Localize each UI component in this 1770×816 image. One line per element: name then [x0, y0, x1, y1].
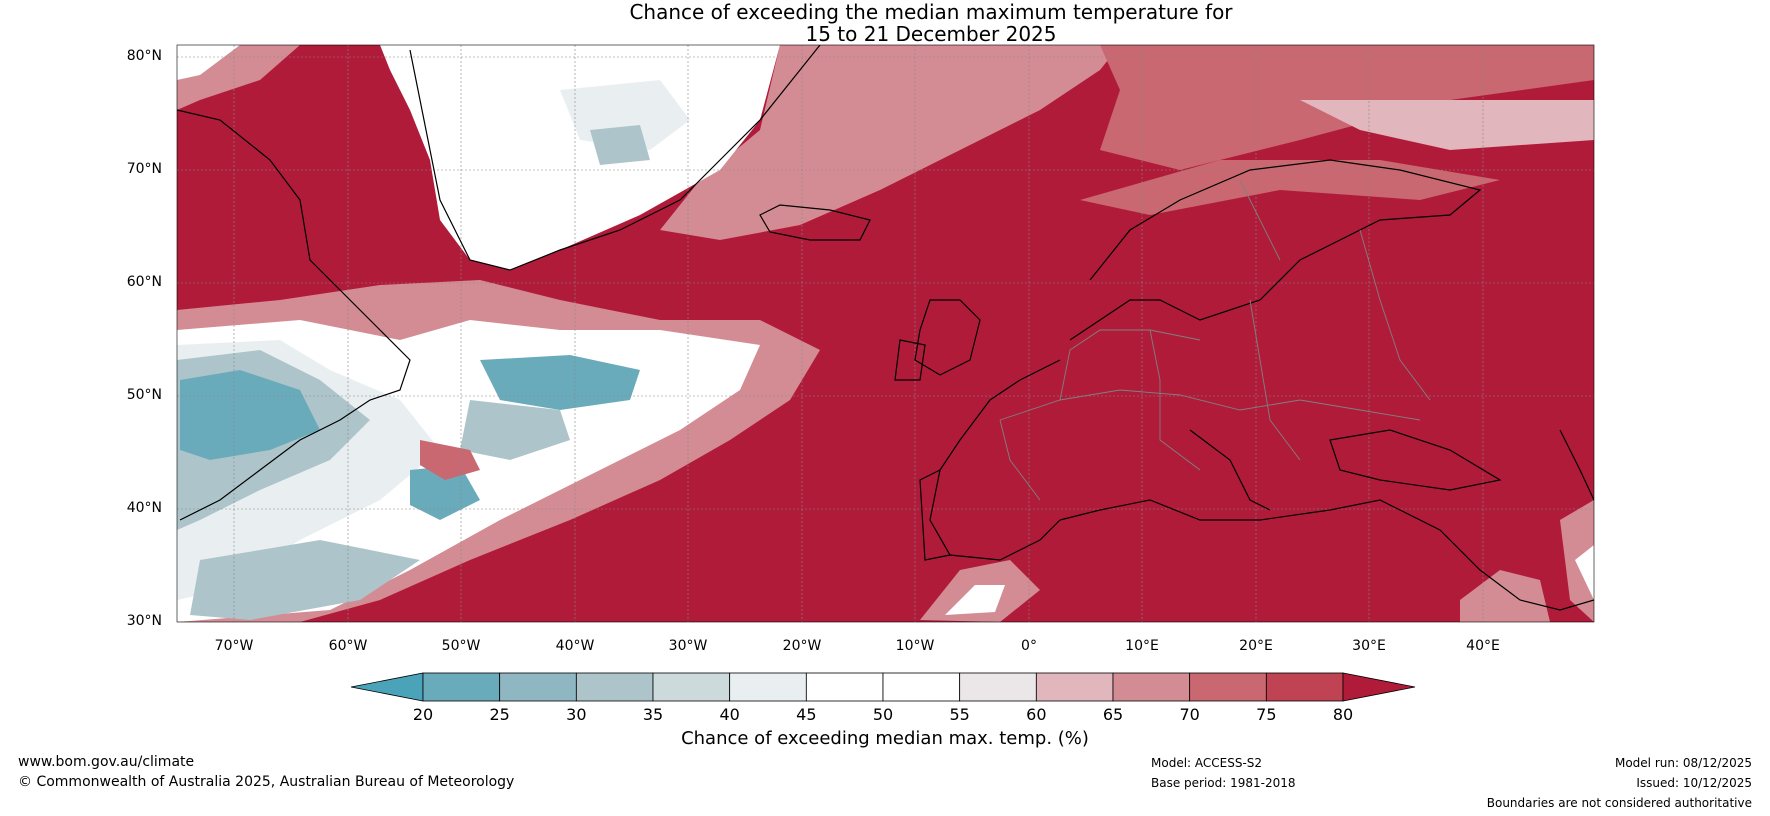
- footer-disclaimer: Boundaries are not considered authoritat…: [1486, 796, 1752, 810]
- north-africa-neutral: [945, 585, 1005, 615]
- atlantic-cool-5: [460, 400, 570, 460]
- arctic-pink-band: [660, 45, 1120, 240]
- colorbar-segment: [1265, 672, 1344, 702]
- graticule: [177, 45, 1594, 622]
- colorbar-tick-label: 30: [566, 705, 587, 724]
- footer-base-period: Base period: 1981-2018: [1151, 776, 1296, 790]
- colorbar-segment: [805, 672, 884, 702]
- scandinavia-pink: [1080, 160, 1500, 215]
- east-neutral: [1575, 545, 1594, 600]
- lat-label-30n: 30°N: [126, 613, 162, 629]
- footer-issued: Issued: 10/12/2025: [1636, 776, 1752, 790]
- country-borders: [999, 179, 1431, 501]
- atlantic-warm-intrusion: [420, 440, 480, 480]
- lat-label-80n: 80°N: [126, 48, 162, 64]
- colorbar: [350, 672, 1416, 702]
- colorbar-tick-label: 40: [719, 705, 740, 724]
- lon-label-70w: 70°W: [214, 638, 254, 654]
- lon-label-40w: 40°W: [555, 638, 595, 654]
- footer-website: www.bom.gov.au/climate: [18, 754, 195, 770]
- middle-east-pink: [1460, 570, 1550, 622]
- lon-label-0: 0°: [1021, 638, 1037, 654]
- colorbar-segment: [959, 672, 1037, 702]
- colorbar-tick-label: 60: [1026, 705, 1047, 724]
- colorbar-segment: [499, 672, 577, 702]
- colorbar-tick-label: 55: [949, 705, 970, 724]
- map-title-line-1: Chance of exceeding the median maximum t…: [629, 0, 1233, 24]
- colorbar-segment: [575, 672, 654, 702]
- greenland-neutral: [380, 45, 780, 270]
- lon-label-20w: 20°W: [782, 638, 822, 654]
- colorbar-tick-label: 20: [412, 705, 434, 724]
- colorbar-tick-label: 80: [1332, 705, 1354, 724]
- colorbar-segment: [1189, 672, 1267, 702]
- lon-label-20e: 20°E: [1239, 638, 1273, 654]
- colorbar-tick-label: 35: [642, 705, 664, 724]
- coastlines: [177, 45, 1594, 611]
- map-title-line-2: 15 to 21 December 2025: [805, 22, 1057, 46]
- lat-label-70n: 70°N: [126, 161, 162, 177]
- atlantic-cool-4: [480, 355, 640, 410]
- colorbar-tick-label: 75: [1256, 705, 1277, 724]
- colorbar-tick-label: 70: [1179, 705, 1200, 724]
- atlantic-cool-7: [190, 540, 420, 620]
- cool-regions: [177, 45, 1594, 622]
- footer-copyright: © Commonwealth of Australia 2025, Austra…: [18, 774, 515, 790]
- map-frame: [176, 44, 1595, 623]
- colorbar-tick-label: 45: [796, 705, 817, 724]
- footer-model: Model: ACCESS-S2: [1151, 756, 1263, 770]
- lon-label-50w: 50°W: [441, 638, 481, 654]
- atlantic-cool-3: [180, 370, 320, 460]
- footer-model-run: Model run: 08/12/2025: [1614, 756, 1752, 770]
- nw-neutral: [177, 45, 240, 80]
- colorbar-segment: [882, 672, 961, 702]
- colorbar-tick-label: 50: [872, 705, 894, 724]
- atlantic-cool-6: [410, 465, 480, 520]
- colorbar-tick-label: 65: [1102, 705, 1124, 724]
- lat-label-40n: 40°N: [126, 500, 162, 516]
- colorbar-segment: [729, 672, 807, 702]
- arctic-light-band: [1300, 100, 1594, 150]
- lon-label-60w: 60°W: [328, 638, 368, 654]
- lon-label-30e: 30°E: [1352, 638, 1386, 654]
- colorbar-extend-low: [350, 672, 424, 702]
- lat-label-60n: 60°N: [126, 274, 162, 290]
- colorbar-segment: [1035, 672, 1114, 702]
- colorbar-segment: [1112, 672, 1191, 702]
- lon-label-40e: 40°E: [1466, 638, 1500, 654]
- lat-label-50n: 50°N: [126, 387, 162, 403]
- colorbar-segment: [422, 672, 501, 702]
- colorbar-label: Chance of exceeding median max. temp. (%…: [681, 728, 1089, 749]
- colorbar-extend-high: [1342, 672, 1416, 702]
- lon-label-10e: 10°E: [1125, 638, 1159, 654]
- probability-field: [177, 45, 1594, 622]
- lon-label-10w: 10°W: [895, 638, 935, 654]
- colorbar-segment: [652, 672, 731, 702]
- colorbar-tick-label: 25: [489, 705, 510, 724]
- lon-label-30w: 30°W: [668, 638, 708, 654]
- greenland-cool-patch-2: [590, 125, 650, 165]
